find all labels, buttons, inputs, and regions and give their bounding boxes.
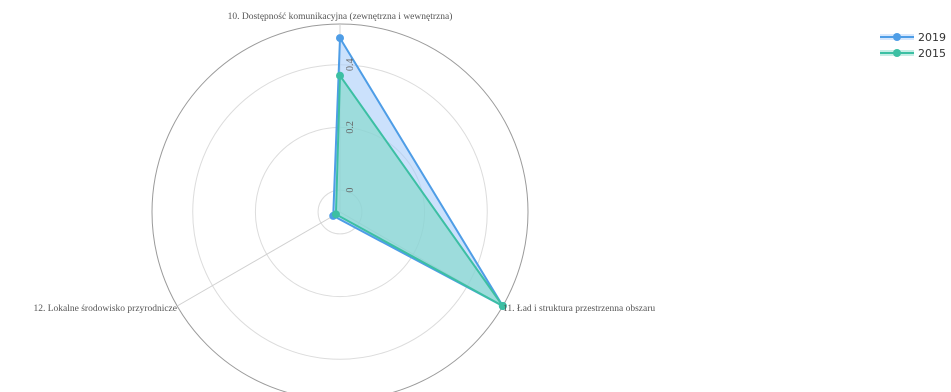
data-point-2015-1[interactable] xyxy=(498,302,507,310)
series-points xyxy=(329,34,507,310)
radial-tick-label-2: 0.4 xyxy=(345,58,356,71)
series-areas xyxy=(332,37,504,307)
spoke-2 xyxy=(176,211,341,307)
legend: 2019 2015 xyxy=(880,29,946,61)
data-point-2015-2[interactable] xyxy=(331,210,340,219)
legend-swatch-0 xyxy=(880,32,914,42)
legend-item-1[interactable]: 2015 xyxy=(880,45,946,61)
series-area-2019 xyxy=(332,37,504,307)
radial-tick-label-0: 0 xyxy=(345,188,356,193)
axis-label-11: 11. Ład i struktura przestrzenna obszaru xyxy=(503,304,655,314)
series-area-2015 xyxy=(334,74,504,307)
legend-swatch-1 xyxy=(880,48,914,58)
legend-label-2019: 2019 xyxy=(918,30,946,44)
axis-label-12: 12. Lokalne środowisko przyrodnicze xyxy=(33,304,177,314)
axis-labels: 10. Dostępność komunikacyjna (zewnętrzna… xyxy=(33,11,655,314)
axis-label-10: 10. Dostępność komunikacyjna (zewnętrzna… xyxy=(228,11,453,22)
radial-tick-label-1: 0.2 xyxy=(345,121,356,133)
radial-ticks: 0 0.2 0.4 xyxy=(345,58,356,192)
data-point-2019-0[interactable] xyxy=(336,34,344,43)
legend-label-2015: 2015 xyxy=(918,46,946,60)
legend-item-0[interactable]: 2019 xyxy=(880,29,946,45)
data-point-2015-0[interactable] xyxy=(336,71,344,80)
